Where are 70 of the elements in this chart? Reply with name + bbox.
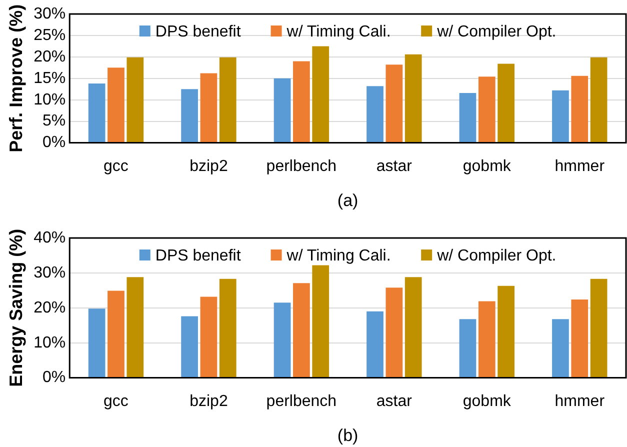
legend-label: w/ Timing Cali. — [286, 247, 391, 264]
bar — [478, 301, 496, 378]
x-tick-label: astar — [376, 158, 413, 175]
y-tick-label: 10% — [34, 91, 66, 108]
y-tick-label: 20% — [34, 299, 66, 316]
bar — [590, 57, 608, 142]
bar — [478, 76, 496, 142]
x-tick-label: bzip2 — [190, 158, 228, 175]
bar — [126, 57, 144, 142]
y-tick-label: 5% — [42, 112, 66, 130]
bar — [386, 64, 403, 142]
legend-label: w/ Timing Cali. — [286, 23, 391, 40]
x-tick-label: bzip2 — [190, 392, 228, 410]
bar — [274, 302, 291, 378]
x-tick-label: gcc — [104, 392, 128, 410]
bar — [459, 93, 476, 142]
bar — [219, 278, 236, 378]
text: (b) — [337, 426, 358, 446]
legend-label: DPS benefit — [155, 23, 242, 40]
bar — [498, 286, 514, 378]
x-tick-label: astar — [376, 392, 413, 410]
y-tick-label: 25% — [34, 26, 66, 44]
bar — [181, 316, 198, 378]
bar — [386, 288, 403, 378]
x-tick-label: gobmk — [462, 392, 512, 410]
bar — [404, 277, 422, 378]
y-tick-label: 20% — [34, 48, 66, 66]
bar — [108, 68, 124, 142]
bar — [366, 311, 384, 378]
y-tick-label: 40% — [34, 229, 66, 246]
y-tick-label: 10% — [34, 334, 66, 352]
bar — [293, 61, 310, 142]
bar — [312, 46, 330, 142]
x-tick-label: hmmer — [554, 158, 606, 175]
bar — [126, 277, 144, 378]
bar — [590, 278, 608, 378]
bar — [571, 300, 588, 378]
bar — [459, 319, 476, 378]
bar — [498, 64, 514, 142]
y-tick-label: 0% — [42, 134, 66, 152]
y-tick-label: 0% — [42, 369, 66, 386]
legend-label: w/ Compiler Opt. — [436, 247, 556, 264]
bar — [219, 57, 236, 142]
legend-label: DPS benefit — [155, 247, 242, 264]
y-axis-title: Energy Saving (%) — [6, 228, 26, 387]
y-tick-label: 15% — [34, 70, 66, 87]
x-tick-label: gcc — [104, 158, 128, 175]
bar — [312, 265, 330, 378]
bar — [108, 290, 124, 378]
bar — [293, 283, 310, 378]
bar — [552, 319, 569, 378]
x-tick-label: perlbench — [266, 392, 337, 410]
bar — [552, 90, 569, 142]
bar — [274, 78, 291, 142]
text: (a) — [337, 191, 358, 210]
x-tick-label: gobmk — [462, 158, 512, 175]
bar — [366, 86, 384, 142]
bar — [88, 308, 106, 378]
bar — [88, 84, 106, 142]
x-tick-label: perlbench — [266, 158, 337, 175]
bar — [404, 54, 422, 142]
y-tick-label: 30% — [34, 5, 66, 22]
y-axis-title: Perf. Improve (%) — [6, 4, 26, 152]
bar — [181, 89, 198, 142]
y-tick-label: 30% — [34, 264, 66, 282]
bar — [571, 76, 588, 142]
legend-label: w/ Compiler Opt. — [436, 23, 556, 40]
bar — [200, 73, 218, 142]
bar — [200, 296, 218, 378]
x-tick-label: hmmer — [554, 392, 606, 410]
